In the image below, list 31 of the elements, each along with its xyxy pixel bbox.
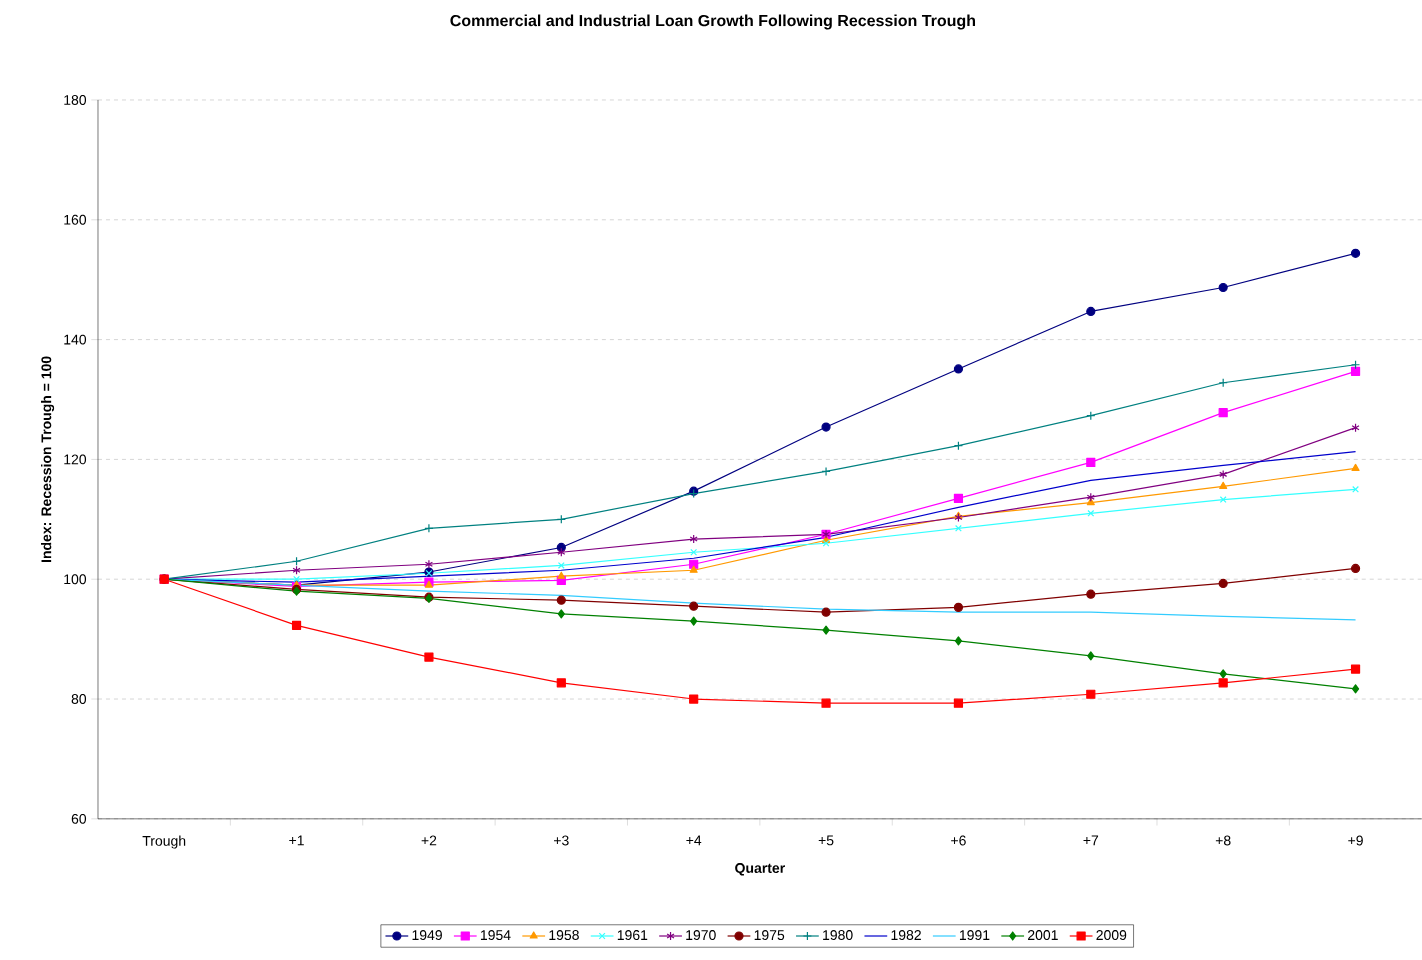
y-tick-label: 180 bbox=[64, 95, 87, 106]
legend-label: 2001 bbox=[1028, 930, 1058, 941]
x-tick-label: Trough bbox=[142, 835, 186, 849]
x-tick-label: +1 bbox=[289, 835, 304, 846]
legend-label: 2009 bbox=[1096, 930, 1127, 941]
x-tick-label: +3 bbox=[554, 835, 569, 846]
y-tick-label: 60 bbox=[71, 813, 87, 824]
legend-label: 1949 bbox=[412, 930, 442, 941]
x-axis-title: Quarter bbox=[735, 863, 785, 876]
legend-label: 1975 bbox=[754, 930, 785, 941]
legend-label: 1982 bbox=[891, 930, 921, 941]
y-axis-title: Index: Recession Trough = 100 bbox=[41, 356, 55, 563]
chart-title: Commercial and Industrial Loan Growth Following Recession Trough bbox=[450, 14, 976, 30]
x-tick-label: +7 bbox=[1083, 835, 1099, 846]
y-tick-label: 80 bbox=[71, 694, 87, 705]
legend-label: 1991 bbox=[959, 930, 990, 941]
legend-label: 1954 bbox=[480, 930, 511, 941]
x-tick-label: +4 bbox=[686, 835, 702, 846]
legend-label: 1961 bbox=[617, 930, 648, 941]
legend-label: 1970 bbox=[686, 930, 716, 941]
x-tick-label: +2 bbox=[421, 835, 437, 846]
x-tick-label: +5 bbox=[818, 835, 834, 846]
x-tick-label: +8 bbox=[1215, 835, 1231, 846]
y-tick-label: 100 bbox=[64, 574, 87, 585]
y-tick-label: 140 bbox=[64, 334, 87, 345]
legend-label: 1980 bbox=[823, 930, 853, 941]
y-tick-label: 160 bbox=[64, 214, 87, 225]
x-tick-label: +6 bbox=[951, 835, 966, 846]
x-tick-label: +9 bbox=[1348, 835, 1363, 846]
legend-label: 1958 bbox=[549, 930, 579, 941]
y-tick-label: 120 bbox=[64, 454, 87, 465]
